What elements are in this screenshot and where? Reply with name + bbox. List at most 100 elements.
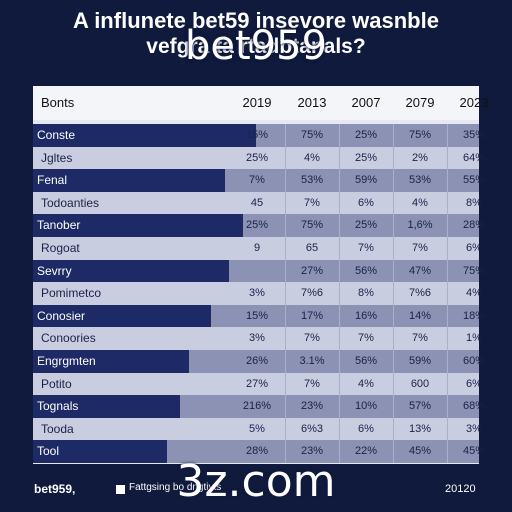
table-cell: 27% <box>245 377 269 390</box>
column-header-2079: 2079 <box>405 95 435 110</box>
row-label: Engrgmten <box>37 354 96 368</box>
chart-title-line-1: A influnete bet59 insevore wasnble <box>73 8 439 33</box>
table-cell: 6% <box>358 422 374 435</box>
row-label: Conste <box>37 128 76 142</box>
table-cell: 53% <box>300 174 324 187</box>
table-cell: 7% <box>412 332 428 345</box>
table-cell: 25% <box>354 219 378 232</box>
column-separator <box>393 169 394 192</box>
column-separator <box>285 327 286 350</box>
column-separator <box>339 327 340 350</box>
row-bar <box>33 169 225 192</box>
column-separator <box>447 417 448 441</box>
table-cell: 3.1% <box>299 355 325 367</box>
table-cell: 27% <box>300 264 324 277</box>
column-separator <box>393 350 394 373</box>
table-cell: 1% <box>466 332 482 345</box>
chart-footer: bet959, Fattgsing bo dngtiyts 20120 <box>0 476 512 512</box>
column-separator <box>339 146 340 170</box>
column-separator <box>447 327 448 350</box>
table-row: Tanober 25% 75% 25% 1,6% 28% <box>33 214 485 237</box>
column-separator <box>393 259 394 283</box>
column-separator <box>339 417 340 441</box>
column-separator <box>447 214 448 237</box>
table-cell: 4% <box>412 196 428 209</box>
table-cell: 5% <box>249 422 265 435</box>
table-cell: 56% <box>354 355 378 367</box>
table-cell: 6%3 <box>300 422 324 435</box>
data-table: Bonts 2019 2013 2007 2079 2023 Conste 15% 75% 2… <box>33 86 488 464</box>
column-separator <box>285 214 286 237</box>
table-row: Pomimetco 3% 7%6 8% 7%6 4% <box>33 282 482 305</box>
column-separator <box>447 191 448 215</box>
table-cell: 6% <box>466 242 482 254</box>
table-cell: 8% <box>358 287 374 300</box>
table-cell: 59% <box>408 355 432 367</box>
column-separator <box>447 259 448 283</box>
table-cell: 25% <box>354 151 378 164</box>
table-cell: 28% <box>245 445 269 458</box>
table-cell: 216% <box>242 400 272 413</box>
table-cell: 55% <box>462 174 486 187</box>
column-separator <box>285 395 286 418</box>
column-separator <box>285 417 286 441</box>
row-bar <box>33 304 212 328</box>
column-separator <box>447 237 448 260</box>
table-cell: 7% <box>304 377 320 390</box>
column-separator <box>285 304 286 328</box>
table-row: Tognals 216% 23% 10% 57% 68% <box>33 395 485 418</box>
table-cell: 600 <box>410 377 430 390</box>
column-separator <box>393 440 394 463</box>
table-cell: 2% <box>412 151 428 164</box>
row-label: Potito <box>41 376 72 391</box>
column-separator <box>447 146 448 170</box>
table-cell: 18% <box>462 309 486 322</box>
table-cell: 26% <box>245 355 269 367</box>
column-separator <box>285 372 286 396</box>
table-cell: 75% <box>462 264 486 277</box>
table-cell: 17% <box>300 309 324 322</box>
column-separator <box>285 146 286 170</box>
table-cell: 7% <box>412 242 428 254</box>
table-cell: 16% <box>354 309 378 322</box>
table-row: Sevrry 27% 56% 47% 75% <box>33 259 485 283</box>
row-label: Sevrry <box>37 263 72 278</box>
column-separator <box>339 395 340 418</box>
row-label: Conosier <box>37 308 86 323</box>
table-cell: 7% <box>249 174 265 187</box>
column-separator <box>339 259 340 283</box>
footer-logo: bet959, <box>34 482 76 496</box>
row-label: Pomimetco <box>41 286 102 301</box>
table-cell: 65 <box>305 242 319 254</box>
column-separator <box>339 214 340 237</box>
table-cell: 7% <box>358 332 374 345</box>
column-header-2013: 2013 <box>297 95 327 110</box>
table-cell: 4% <box>304 151 320 164</box>
table-cell: 7%6 <box>300 287 324 300</box>
table-cell: 4% <box>466 287 482 300</box>
legend-swatch <box>116 485 125 494</box>
table-header-row: Bonts 2019 2013 2007 2079 2023 <box>33 86 488 120</box>
column-separator <box>393 124 394 147</box>
table-cell: 7% <box>304 332 320 345</box>
column-separator <box>393 146 394 170</box>
table-row: Potito 27% 7% 4% 600 6% <box>33 372 482 396</box>
row-bar <box>33 350 190 373</box>
column-separator <box>285 282 286 305</box>
legend-label: Fattgsing bo dngtiyts <box>129 482 222 493</box>
row-bar <box>33 214 243 237</box>
column-separator <box>285 191 286 215</box>
table-cell: 47% <box>408 264 432 277</box>
table-cell: 25% <box>354 129 378 141</box>
column-header-2007: 2007 <box>351 95 381 110</box>
table-cell: 15% <box>245 129 269 141</box>
table-cell: 60% <box>462 355 486 367</box>
column-separator <box>393 417 394 441</box>
table-cell: 3% <box>249 332 265 345</box>
table-row: Fenal 7% 53% 59% 53% 55% <box>33 169 485 192</box>
column-separator <box>285 440 286 463</box>
table-cell: 9 <box>253 242 261 254</box>
table-row: Conoories 3% 7% 7% 7% 1% <box>33 327 482 350</box>
chart-title-line-2: vefgra ta rtadbtanals? <box>146 35 366 58</box>
table-cell: 4% <box>358 377 374 390</box>
